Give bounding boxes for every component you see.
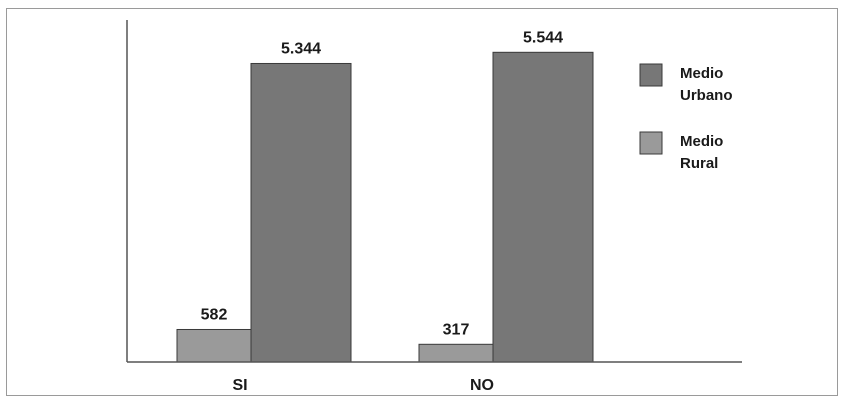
legend-label-medio-urbano-line-1: Medio (680, 65, 723, 82)
data-label-medio-rural-si: 582 (201, 306, 228, 323)
legend: Medio Urbano Medio Rural (639, 63, 733, 172)
legend-label-medio-rural-line-2: Rural (680, 155, 718, 172)
legend-swatch-medio-rural (639, 131, 663, 155)
data-label-medio-urbano-si: 5.344 (281, 40, 321, 57)
x-tick-label-no: NO (470, 377, 494, 394)
bar-medio-urbano-si (250, 62, 352, 363)
bar-medio-rural-si (176, 328, 252, 363)
bars-layer (176, 51, 594, 363)
data-label-medio-urbano-no: 5.544 (523, 29, 563, 46)
legend-label-medio-urbano-line-2: Urbano (680, 87, 733, 104)
bar-medio-rural-no (418, 343, 494, 363)
legend-swatch-medio-urbano (639, 63, 663, 87)
data-labels-layer: 582 5.344 317 5.544 (201, 29, 563, 338)
axes-layer (126, 20, 742, 363)
bar-medio-urbano-no (492, 51, 594, 363)
x-tick-label-si: SI (232, 377, 247, 394)
legend-label-medio-rural-line-1: Medio (680, 133, 723, 150)
chart-frame (6, 8, 838, 396)
data-label-medio-rural-no: 317 (443, 321, 470, 338)
x-tick-labels: SI NO (232, 377, 494, 394)
